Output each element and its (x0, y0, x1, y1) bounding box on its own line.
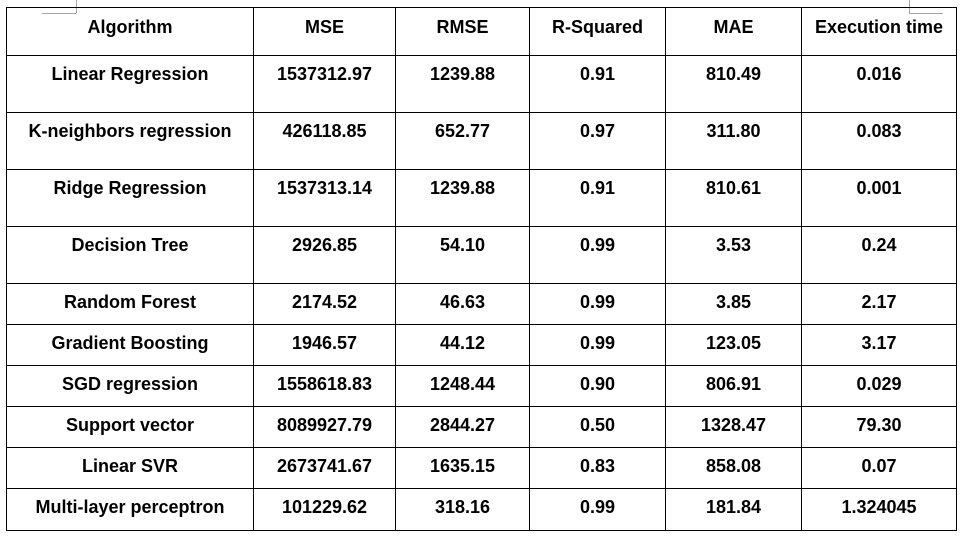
header-rmse: RMSE (395, 7, 530, 56)
table-row: Support vector 8089927.79 2844.27 0.50 1… (6, 406, 957, 448)
cell-mse: 8089927.79 (253, 406, 396, 448)
cell-rmse: 318.16 (395, 488, 530, 531)
cell-algorithm: Linear SVR (6, 447, 254, 489)
cell-rmse: 1239.88 (395, 55, 530, 113)
cell-mse: 2174.52 (253, 283, 396, 325)
cell-mae: 311.80 (665, 112, 802, 170)
cell-rmse: 1239.88 (395, 169, 530, 227)
cell-mae: 1328.47 (665, 406, 802, 448)
cell-execution-time: 79.30 (801, 406, 957, 448)
cell-algorithm: SGD regression (6, 365, 254, 407)
table-row: Gradient Boosting 1946.57 44.12 0.99 123… (6, 324, 957, 366)
cell-algorithm: K-neighbors regression (6, 112, 254, 170)
table-row: Random Forest 2174.52 46.63 0.99 3.85 2.… (6, 283, 957, 325)
cell-r-squared: 0.83 (529, 447, 666, 489)
header-execution-time: Execution time (801, 7, 957, 56)
cell-execution-time: 0.001 (801, 169, 957, 227)
header-algorithm: Algorithm (6, 7, 254, 56)
cell-execution-time: 0.029 (801, 365, 957, 407)
cell-algorithm: Multi-layer perceptron (6, 488, 254, 531)
cell-mae: 806.91 (665, 365, 802, 407)
cell-algorithm: Support vector (6, 406, 254, 448)
cell-algorithm: Linear Regression (6, 55, 254, 113)
cell-r-squared: 0.50 (529, 406, 666, 448)
cell-mae: 810.61 (665, 169, 802, 227)
cell-execution-time: 0.24 (801, 226, 957, 284)
cell-mse: 2926.85 (253, 226, 396, 284)
cell-mae: 858.08 (665, 447, 802, 489)
cell-rmse: 54.10 (395, 226, 530, 284)
table-row: Linear Regression 1537312.97 1239.88 0.9… (6, 55, 957, 113)
cell-mse: 1946.57 (253, 324, 396, 366)
cell-mse: 1558618.83 (253, 365, 396, 407)
cell-rmse: 652.77 (395, 112, 530, 170)
table-row: K-neighbors regression 426118.85 652.77 … (6, 112, 957, 170)
cell-r-squared: 0.91 (529, 55, 666, 113)
table-header-row: Algorithm MSE RMSE R-Squared MAE Executi… (6, 7, 957, 56)
results-table: Algorithm MSE RMSE R-Squared MAE Executi… (6, 7, 957, 531)
cell-rmse: 44.12 (395, 324, 530, 366)
cell-rmse: 1635.15 (395, 447, 530, 489)
cell-execution-time: 0.07 (801, 447, 957, 489)
cell-r-squared: 0.91 (529, 169, 666, 227)
cell-mse: 1537313.14 (253, 169, 396, 227)
cell-r-squared: 0.99 (529, 283, 666, 325)
table-row: Ridge Regression 1537313.14 1239.88 0.91… (6, 169, 957, 227)
table-row: SGD regression 1558618.83 1248.44 0.90 8… (6, 365, 957, 407)
table-row: Linear SVR 2673741.67 1635.15 0.83 858.0… (6, 447, 957, 489)
cell-mse: 426118.85 (253, 112, 396, 170)
cell-execution-time: 0.083 (801, 112, 957, 170)
cell-rmse: 1248.44 (395, 365, 530, 407)
header-mse: MSE (253, 7, 396, 56)
table-row: Multi-layer perceptron 101229.62 318.16 … (6, 488, 957, 531)
table-row: Decision Tree 2926.85 54.10 0.99 3.53 0.… (6, 226, 957, 284)
cell-r-squared: 0.99 (529, 226, 666, 284)
page-margin-mark-right (909, 0, 910, 13)
cell-mse: 1537312.97 (253, 55, 396, 113)
cell-execution-time: 2.17 (801, 283, 957, 325)
cell-mae: 3.85 (665, 283, 802, 325)
cell-algorithm: Random Forest (6, 283, 254, 325)
cell-r-squared: 0.90 (529, 365, 666, 407)
cell-mae: 810.49 (665, 55, 802, 113)
cell-algorithm: Decision Tree (6, 226, 254, 284)
cell-mae: 123.05 (665, 324, 802, 366)
cell-r-squared: 0.99 (529, 324, 666, 366)
page-margin-mark-left (76, 0, 77, 13)
cell-execution-time: 3.17 (801, 324, 957, 366)
cell-execution-time: 1.324045 (801, 488, 957, 531)
cell-execution-time: 0.016 (801, 55, 957, 113)
cell-algorithm: Ridge Regression (6, 169, 254, 227)
cell-mse: 2673741.67 (253, 447, 396, 489)
cell-rmse: 2844.27 (395, 406, 530, 448)
header-mae: MAE (665, 7, 802, 56)
cell-mse: 101229.62 (253, 488, 396, 531)
cell-r-squared: 0.99 (529, 488, 666, 531)
cell-mae: 181.84 (665, 488, 802, 531)
cell-r-squared: 0.97 (529, 112, 666, 170)
header-r-squared: R-Squared (529, 7, 666, 56)
cell-algorithm: Gradient Boosting (6, 324, 254, 366)
cell-rmse: 46.63 (395, 283, 530, 325)
cell-mae: 3.53 (665, 226, 802, 284)
